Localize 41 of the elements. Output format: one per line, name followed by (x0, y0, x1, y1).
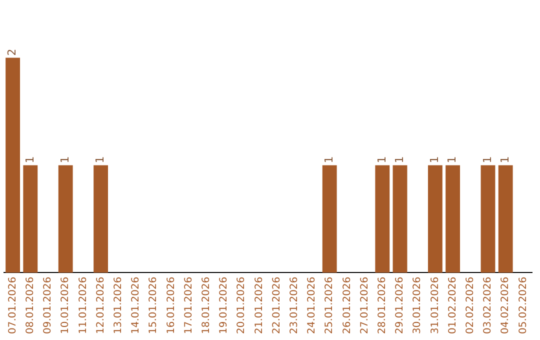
x-tick-label: 14.01.2026 (130, 276, 142, 334)
data-label: 1 (322, 156, 336, 164)
x-tick-label: 26.01.2026 (342, 276, 353, 334)
x-tick-label: 07.01.2026 (7, 276, 18, 334)
x-tick-label: 02.02.2026 (464, 276, 476, 334)
x-tick-label: 15.01.2026 (148, 276, 160, 334)
x-tick-label: 09.01.2026 (42, 276, 54, 334)
x-tick-label: 05.02.2026 (518, 276, 529, 334)
x-tick-label: 23.01.2026 (288, 276, 300, 334)
x-tick-label: 12.01.2026 (95, 276, 106, 334)
data-label: 1 (480, 156, 494, 164)
x-tick-label: 24.01.2026 (306, 276, 318, 334)
x-tick-label: 20.01.2026 (236, 276, 248, 334)
x-tick-label: 21.01.2026 (254, 276, 265, 334)
data-label: 1 (446, 156, 459, 164)
x-tick-label: 28.01.2026 (376, 276, 388, 334)
data-label: 1 (94, 156, 107, 164)
x-tick-label: 11.01.2026 (78, 276, 89, 334)
data-label: 1 (23, 156, 36, 164)
x-tick-label: 18.01.2026 (200, 276, 212, 334)
x-tick-label: 04.02.2026 (500, 276, 512, 334)
x-tick-label: 25.01.2026 (324, 276, 336, 334)
x-tick-label: 30.01.2026 (412, 276, 424, 334)
data-label: 1 (428, 156, 442, 164)
data-label: 1 (58, 156, 72, 164)
data-label: 1 (498, 156, 512, 164)
x-tick-label: 29.01.2026 (394, 276, 406, 334)
x-tick-label: 03.02.2026 (482, 276, 494, 334)
data-label: 1 (392, 156, 406, 164)
x-tick-label: 10.01.2026 (60, 276, 72, 334)
x-tick-label: 22.01.2026 (271, 276, 282, 334)
data-label: 1 (375, 156, 388, 164)
x-tick-label: 16.01.2026 (166, 276, 177, 334)
x-tick-label: 19.01.2026 (218, 276, 230, 334)
x-tick-label: 01.02.2026 (447, 276, 458, 334)
x-tick-label: 13.01.2026 (112, 276, 124, 334)
x-tick-label: 27.01.2026 (359, 276, 370, 334)
x-tick-label: 31.01.2026 (430, 276, 441, 334)
x-tick-label: 08.01.2026 (24, 276, 36, 334)
data-label: 2 (6, 48, 19, 56)
x-tick-label: 17.01.2026 (183, 276, 194, 334)
